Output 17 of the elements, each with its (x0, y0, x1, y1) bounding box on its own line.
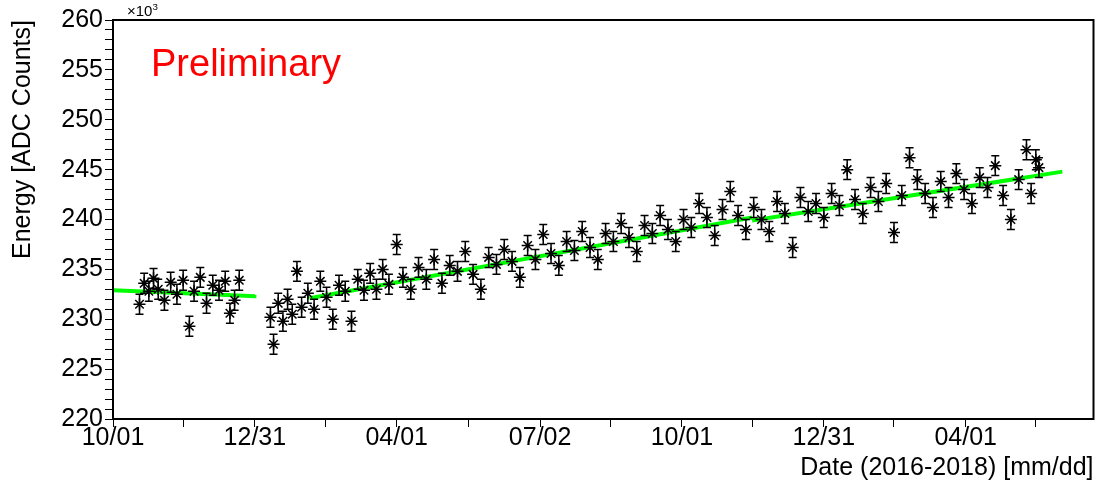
y-tick-label: 225 (61, 353, 103, 382)
x-tick-label: 07/02 (508, 421, 572, 450)
y-axis-title: Energy [ADC Counts] (6, 20, 35, 259)
y-tick-label: 250 (61, 103, 103, 132)
x-tick-label: 04/01 (365, 421, 428, 450)
annotation: Preliminary (151, 42, 342, 84)
x-tick-label: 12/31 (792, 421, 856, 450)
y-tick-label: 260 (61, 3, 103, 32)
x-axis-title: Date (2016-2018) [mm/dd] (800, 451, 1094, 480)
y-tick-label: 240 (61, 203, 103, 232)
x-tick-label: 04/01 (934, 421, 997, 450)
x-tick-label: 12/31 (223, 421, 287, 450)
x-tick-label: 10/01 (650, 421, 714, 450)
y-tick-label: 235 (61, 253, 103, 282)
y-tick-label: 230 (61, 303, 103, 332)
y-tick-label: 255 (61, 53, 103, 82)
y-tick-label: 245 (61, 153, 103, 182)
